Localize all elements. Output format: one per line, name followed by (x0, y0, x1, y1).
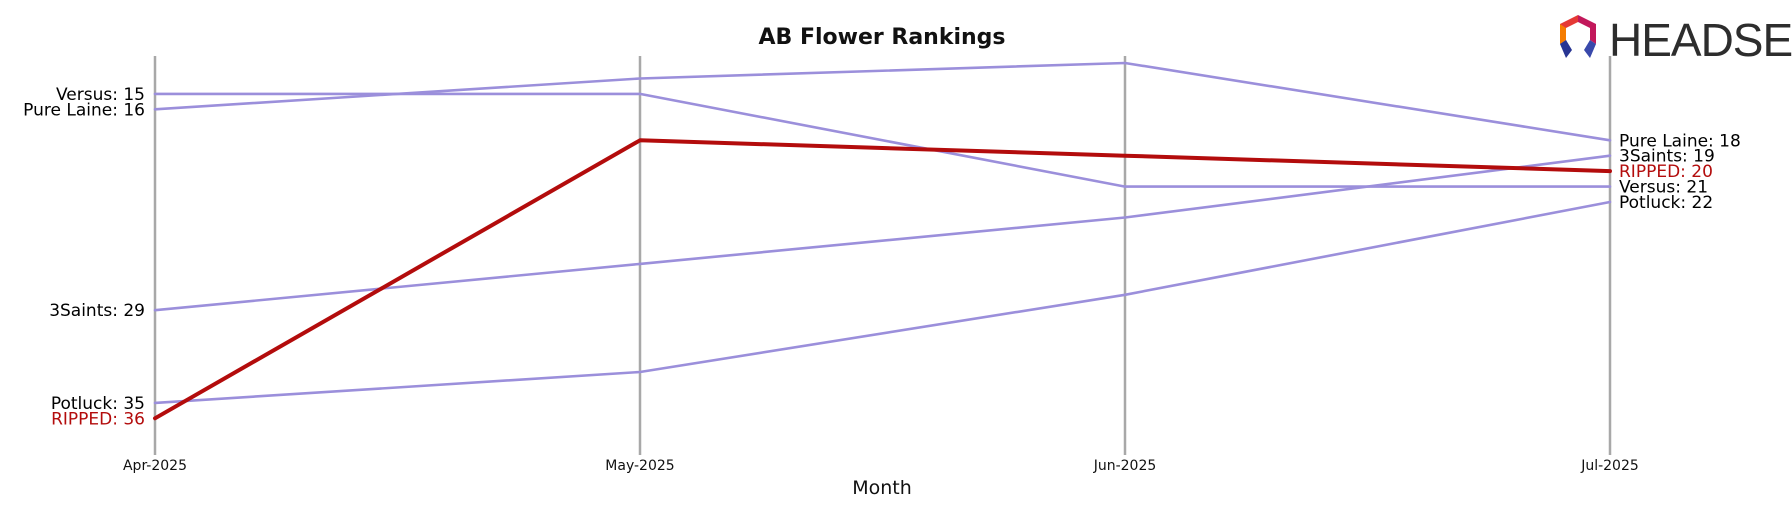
chart-title: AB Flower Rankings (758, 25, 1005, 50)
series-line-versus (153, 92, 1612, 188)
x-axis-label: Month (852, 477, 912, 499)
headset-logo: HEADSET (1560, 14, 1792, 66)
start-label-pure-laine: Pure Laine: 16 (23, 100, 145, 120)
start-label-versus: Versus: 15 (56, 85, 145, 105)
end-label-pure-laine: Pure Laine: 18 (1619, 131, 1741, 151)
x-tick-jun-2025: Jun-2025 (1093, 458, 1157, 474)
series-line-pure-laine (153, 61, 1612, 142)
x-tick-apr-2025: Apr-2025 (123, 458, 187, 474)
end-label-ripped: RIPPED: 20 (1619, 162, 1713, 182)
end-label-versus: Versus: 21 (1619, 178, 1708, 198)
headset-logo-text: HEADSET (1609, 14, 1792, 66)
x-tick-labels: Apr-2025 May-2025 Jun-2025 Jul-2025 (123, 458, 1639, 474)
x-tick-jul-2025: Jul-2025 (1580, 458, 1639, 474)
start-label-ripped: RIPPED: 36 (51, 409, 145, 429)
series-lines (153, 61, 1612, 421)
series-line-3saints (153, 154, 1612, 312)
vertical-gridlines (153, 56, 1612, 455)
end-label-3saints: 3Saints: 19 (1619, 147, 1715, 167)
start-label-3saints: 3Saints: 29 (49, 301, 145, 321)
series-line-potluck (153, 200, 1612, 405)
headset-logo-mark (1560, 15, 1596, 58)
start-label-potluck: Potluck: 35 (51, 394, 145, 414)
series-line-ripped (153, 138, 1612, 421)
end-label-potluck: Potluck: 22 (1619, 193, 1713, 213)
x-tick-may-2025: May-2025 (605, 458, 674, 474)
